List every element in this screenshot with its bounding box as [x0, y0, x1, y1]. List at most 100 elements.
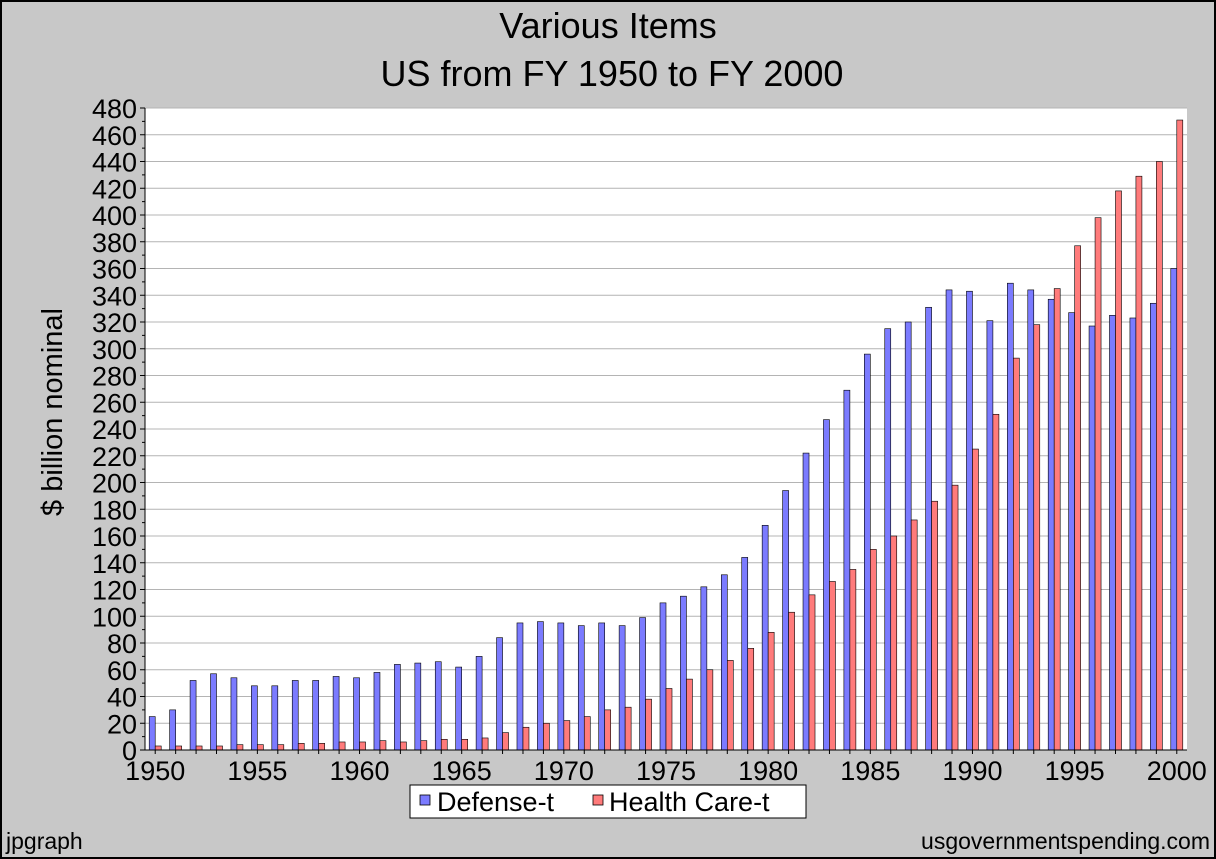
bar-defense-t-1982 [802, 452, 810, 751]
bar-defense-t-1999 [1150, 302, 1157, 751]
bar-health-care-t-1961 [379, 740, 387, 751]
y-tick-label: 120 [92, 576, 137, 606]
bar-health-care-t-1986 [890, 535, 898, 751]
x-tick-label: 1995 [1045, 756, 1105, 786]
y-tick-label: 40 [107, 683, 137, 713]
y-tick-label: 200 [92, 469, 137, 499]
bar-health-care-t-1983 [829, 581, 836, 751]
bar-defense-t-2000 [1170, 268, 1178, 751]
x-tick-label: 1965 [432, 756, 492, 786]
bar-defense-t-1956 [271, 685, 279, 751]
bar-defense-t-1958 [312, 680, 319, 751]
x-tick-label: 1990 [942, 756, 1002, 786]
bar-defense-t-1954 [230, 677, 238, 751]
y-tick-label: 440 [92, 148, 137, 178]
bar-defense-t-1953 [210, 673, 217, 751]
bar-health-care-t-1956 [277, 744, 285, 751]
x-tick-label: 1955 [227, 756, 287, 786]
bar-health-care-t-1967 [502, 732, 509, 751]
y-tick-label: 180 [92, 495, 137, 525]
bar-defense-t-1988 [925, 306, 932, 751]
chart-subtitle: US from FY 1950 to FY 2000 [381, 53, 844, 94]
bar-defense-t-1981 [782, 490, 789, 751]
bar-health-care-t-1984 [849, 569, 857, 751]
bar-defense-t-1957 [291, 680, 299, 751]
bar-health-care-t-1973 [624, 706, 632, 751]
bar-health-care-t-1958 [318, 743, 325, 751]
bar-defense-t-1965 [455, 666, 462, 751]
bar-health-care-t-1963 [420, 740, 428, 751]
bar-defense-t-1959 [332, 676, 340, 751]
y-tick-label: 0 [122, 736, 137, 766]
bar-health-care-t-1950 [154, 745, 162, 751]
bar-defense-t-1992 [1007, 282, 1014, 751]
bar-health-care-t-1988 [931, 500, 938, 751]
bar-health-care-t-1972 [604, 709, 612, 751]
x-tick-labels: 1950 1955 1960 1965 1970 1975 1980 1985 1990 1995… [125, 756, 1207, 786]
y-tick-label: 240 [92, 415, 137, 445]
bar-defense-t-1993 [1027, 289, 1035, 751]
bar-defense-t-1960 [353, 677, 360, 751]
y-tick-label: 300 [92, 335, 137, 365]
x-tick-label: 1970 [534, 756, 594, 786]
bar-defense-t-1995 [1068, 312, 1075, 751]
bar-health-care-t-1997 [1115, 190, 1122, 751]
legend-swatch-health-care [592, 794, 604, 806]
bar-defense-t-1962 [394, 664, 401, 751]
footer-credit-left: jpgraph [5, 828, 83, 854]
bar-health-care-t-1995 [1074, 245, 1081, 751]
bar-defense-t-1987 [904, 321, 912, 751]
y-tick-label: 480 [92, 94, 137, 124]
bar-health-care-t-1968 [522, 726, 530, 751]
y-tick-label: 140 [92, 549, 137, 579]
bar-defense-t-1952 [189, 680, 197, 751]
y-tick-label: 360 [92, 255, 137, 285]
bar-defense-t-1996 [1088, 325, 1096, 751]
bar-health-care-t-1970 [563, 720, 571, 751]
bar-defense-t-1979 [741, 557, 749, 751]
bar-defense-t-1961 [373, 672, 381, 751]
bar-health-care-t-1994 [1053, 288, 1061, 751]
bar-defense-t-1963 [414, 662, 422, 751]
y-tick-label: 100 [92, 602, 137, 632]
bar-health-care-t-1999 [1156, 161, 1163, 751]
x-tick-label: 1980 [738, 756, 798, 786]
bar-health-care-t-1992 [1013, 357, 1020, 751]
bar-health-care-t-1951 [175, 745, 182, 751]
legend-label-defense: Defense-t [437, 787, 555, 817]
y-tick-label: 80 [107, 629, 137, 659]
bar-defense-t-1984 [843, 389, 851, 751]
y-tick-label: 160 [92, 522, 137, 552]
bar-defense-t-1964 [434, 661, 442, 751]
bar-health-care-t-1996 [1094, 217, 1102, 751]
bar-health-care-t-1985 [870, 549, 877, 751]
bar-defense-t-1983 [823, 419, 830, 751]
y-tick-labels: 0204060801001201401601802002202402602803… [92, 94, 137, 766]
x-tick-label: 1975 [636, 756, 696, 786]
bar-defense-t-1968 [516, 622, 524, 751]
legend-label-health-care: Health Care-t [609, 787, 770, 817]
bar-defense-t-1994 [1047, 298, 1055, 751]
y-tick-label: 20 [107, 709, 137, 739]
y-tick-label: 60 [107, 656, 137, 686]
bar-defense-t-1973 [618, 625, 626, 751]
bar-health-care-t-1966 [481, 737, 489, 751]
y-tick-label: 420 [92, 174, 137, 204]
bar-health-care-t-1979 [747, 648, 755, 751]
bar-health-care-t-1980 [767, 631, 775, 751]
y-tick-label: 220 [92, 442, 137, 472]
bar-defense-t-1985 [864, 353, 871, 751]
bar-health-care-t-1982 [808, 594, 816, 751]
y-tick-label: 320 [92, 308, 137, 338]
bar-health-care-t-1975 [665, 688, 673, 751]
bar-defense-t-1990 [966, 290, 973, 751]
bar-health-care-t-1981 [788, 611, 795, 751]
chart-title: Various Items [499, 5, 716, 46]
bar-defense-t-1950 [148, 716, 156, 751]
bar-defense-t-1986 [884, 328, 892, 751]
bar-defense-t-1997 [1109, 315, 1116, 751]
bar-health-care-t-1989 [951, 484, 959, 751]
bar-defense-t-1989 [945, 289, 953, 751]
